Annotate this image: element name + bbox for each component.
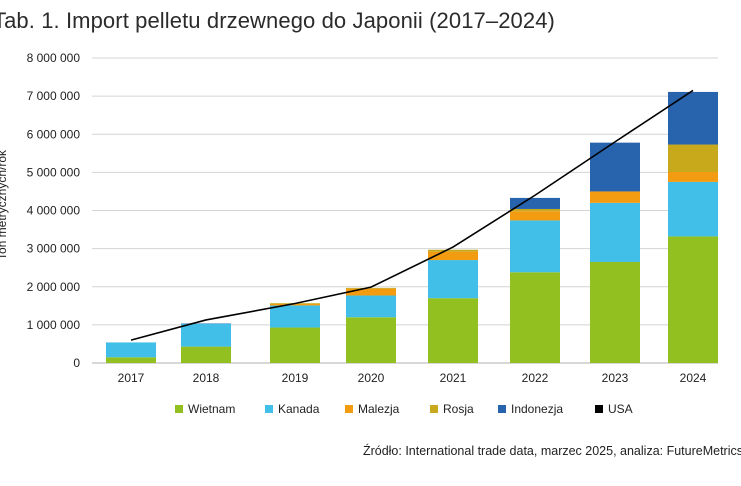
bar-rosja-2021 <box>428 249 478 252</box>
y-tick-label: 7 000 000 <box>27 89 81 103</box>
legend-swatch-indonezja <box>498 405 506 413</box>
legend-label-kanada: Kanada <box>278 402 320 416</box>
legend-label-usa: USA <box>608 402 633 416</box>
legend: Wietnam Kanada Malezja Rosja Indonezja USA <box>175 402 633 416</box>
bar-malezja-2022 <box>510 211 560 221</box>
legend-label-indonezja: Indonezja <box>511 402 563 416</box>
source-note: Źródło: International trade data, marzec… <box>362 444 741 458</box>
x-tick-label: 2019 <box>282 371 309 385</box>
y-tick-label: 4 000 000 <box>27 204 81 218</box>
bar-indonezja-2023 <box>590 142 640 192</box>
legend-swatch-kanada <box>265 405 273 413</box>
legend-label-rosja: Rosja <box>443 402 474 416</box>
x-tick-label: 2017 <box>118 371 145 385</box>
bar-wietnam-2022 <box>510 272 560 363</box>
bar-kanada-2018 <box>181 323 231 347</box>
legend-swatch-malezja <box>345 405 353 413</box>
y-tick-label: 8 000 000 <box>27 51 81 65</box>
x-tick-label: 2018 <box>193 371 220 385</box>
y-axis-label: Ton metrycznych/rok <box>0 149 9 260</box>
bar-wietnam-2017 <box>106 357 156 363</box>
bar-wietnam-2018 <box>181 346 231 363</box>
y-tick-label: 3 000 000 <box>27 242 81 256</box>
bar-wietnam-2021 <box>428 298 478 363</box>
bar-kanada-2019 <box>270 305 320 328</box>
bar-malezja-2023 <box>590 191 640 203</box>
y-axis: 0 1 000 000 2 000 000 3 000 000 4 000 000 5 0… <box>27 51 81 370</box>
bar-wietnam-2020 <box>346 317 396 363</box>
bar-indonezja-2024 <box>668 91 718 145</box>
bar-rosja-2022 <box>510 208 560 212</box>
usa-line-layer <box>130 89 694 341</box>
y-tick-label: 2 000 000 <box>27 280 81 294</box>
x-tick-label: 2023 <box>602 371 629 385</box>
bar-wietnam-2023 <box>590 261 640 363</box>
bar-rosja-2024 <box>668 144 718 172</box>
bar-kanada-2023 <box>590 202 640 262</box>
bar-kanada-2017 <box>106 342 156 358</box>
bar-malezja-2020 <box>346 288 396 296</box>
bar-kanada-2020 <box>346 295 396 318</box>
bar-malezja-2021 <box>428 251 478 261</box>
y-tick-label: 5 000 000 <box>27 165 81 179</box>
x-axis: 2017 2018 2019 2020 2021 2022 2023 2024 <box>118 371 707 385</box>
bar-malezja-2024 <box>668 171 718 182</box>
x-tick-label: 2022 <box>522 371 549 385</box>
bar-kanada-2024 <box>668 181 718 237</box>
y-tick-label: 0 <box>73 356 80 370</box>
x-tick-label: 2024 <box>680 371 707 385</box>
legend-label-malezja: Malezja <box>358 402 400 416</box>
legend-label-wietnam: Wietnam <box>188 402 235 416</box>
y-tick-label: 6 000 000 <box>27 127 81 141</box>
legend-swatch-wietnam <box>175 405 183 413</box>
legend-swatch-usa <box>595 405 603 413</box>
x-tick-label: 2020 <box>358 371 385 385</box>
bar-rosja-2020 <box>346 287 396 289</box>
bar-kanada-2022 <box>510 220 560 273</box>
y-tick-label: 1 000 000 <box>27 318 81 332</box>
series-line-usa <box>130 89 694 341</box>
bar-indonezja-2022 <box>510 197 560 209</box>
bar-wietnam-2024 <box>668 236 718 363</box>
x-tick-label: 2021 <box>440 371 467 385</box>
legend-swatch-rosja <box>430 405 438 413</box>
bar-malezja-2019 <box>270 303 320 306</box>
chart-title: Tab. 1. Import pelletu drzewnego do Japo… <box>0 8 555 33</box>
bar-kanada-2021 <box>428 260 478 299</box>
bar-wietnam-2019 <box>270 327 320 363</box>
